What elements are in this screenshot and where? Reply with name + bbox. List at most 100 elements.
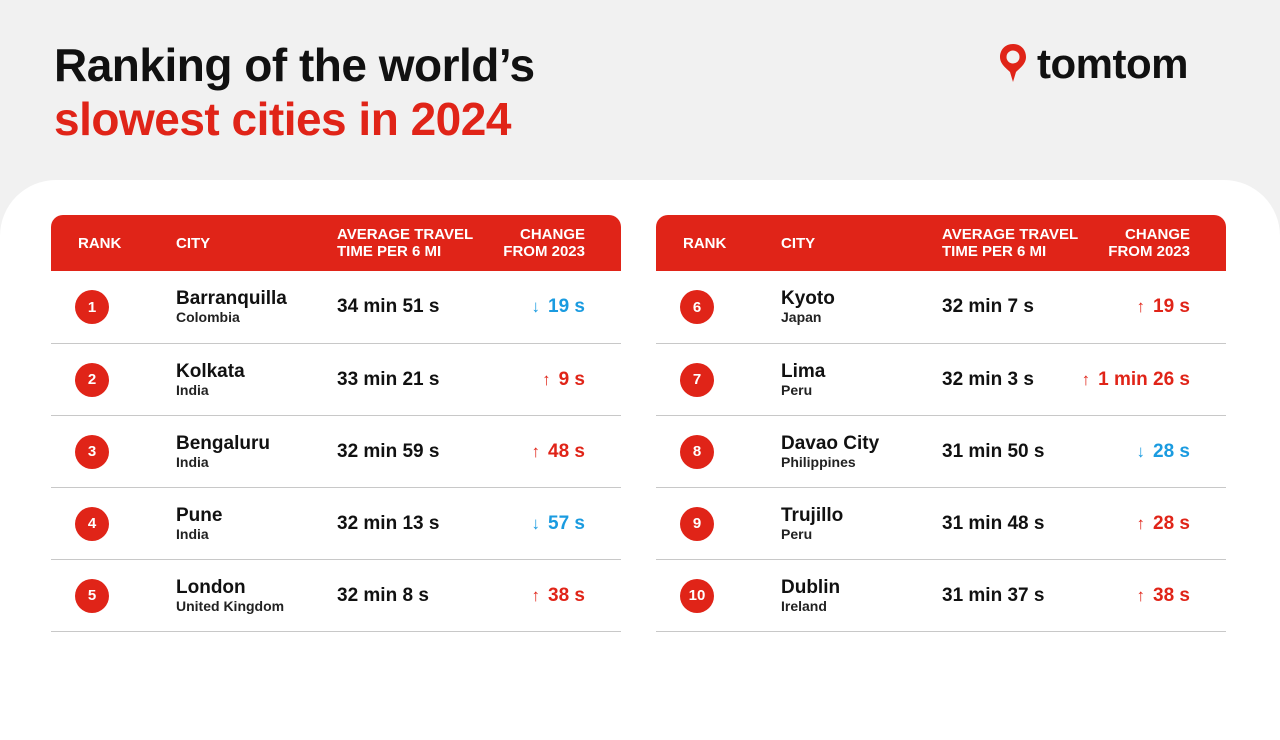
change-value: 57 s <box>548 512 585 534</box>
travel-time: 32 min 13 s <box>337 512 440 534</box>
table-header: RANK CITY AVERAGE TRAVEL TIME PER 6 MI CH… <box>656 215 1226 271</box>
column-header-time-line-1: AVERAGE TRAVEL <box>337 226 474 243</box>
country-name: India <box>176 453 209 470</box>
city-name: Davao City <box>781 432 880 454</box>
travel-time: 32 min 8 s <box>337 584 429 606</box>
change-cell: ↓ 28 s <box>1137 441 1190 463</box>
country-name: India <box>176 525 209 542</box>
title-line-1: Ranking of the world’s <box>54 39 535 91</box>
travel-time: 32 min 59 s <box>337 440 440 462</box>
change-cell: ↑ 19 s <box>1137 296 1190 318</box>
country-name: Peru <box>781 525 813 542</box>
change-cell: ↑ 28 s <box>1137 513 1190 535</box>
arrow-up-icon: ↑ <box>1136 513 1146 533</box>
rank-badge: 3 <box>75 434 109 469</box>
city-cell: London United Kingdom <box>176 577 284 615</box>
column-header-time-line-2: TIME PER 6 MI <box>942 243 1047 260</box>
arrow-up-icon: ↑ <box>1081 369 1091 389</box>
table-row: 3 Bengaluru India 32 min 59 s ↑ 48 s <box>51 416 621 488</box>
column-header-rank: RANK <box>683 234 727 252</box>
table-row: 5 London United Kingdom 32 min 8 s ↑ 38 s <box>51 560 621 632</box>
table-header: RANK CITY AVERAGE TRAVEL TIME PER 6 MI CH… <box>51 215 621 271</box>
column-header-change: CHANGE FROM 2023 <box>503 215 585 271</box>
rank-badge: 9 <box>680 506 714 541</box>
rank-badge: 8 <box>680 434 714 469</box>
column-header-time: AVERAGE TRAVEL TIME PER 6 MI <box>337 215 473 271</box>
arrow-down-icon: ↓ <box>531 297 541 316</box>
table-row: 7 Lima Peru 32 min 3 s ↑ 1 min 26 s <box>656 344 1226 416</box>
change-cell: ↓ 19 s <box>532 296 585 318</box>
city-name: Barranquilla <box>176 288 287 309</box>
change-cell: ↑ 1 min 26 s <box>1082 369 1190 391</box>
column-header-change-line-2: FROM 2023 <box>1108 243 1190 260</box>
table-row: 1 Barranquilla Colombia 34 min 51 s ↓ 19 s <box>51 271 621 344</box>
travel-time: 34 min 51 s <box>337 296 440 317</box>
rank-badge: 10 <box>680 578 714 613</box>
country-name: Colombia <box>176 309 240 325</box>
column-header-change-line-2: FROM 2023 <box>503 243 585 260</box>
column-header-city: CITY <box>176 234 211 252</box>
logo-text: tomtom <box>1037 40 1188 87</box>
rank-badge: 1 <box>75 290 109 324</box>
city-cell: Dublin Ireland <box>781 577 840 615</box>
change-cell: ↑ 48 s <box>532 441 585 463</box>
travel-time: 33 min 21 s <box>337 368 440 390</box>
arrow-up-icon: ↑ <box>542 369 551 389</box>
column-header-rank: RANK <box>78 234 122 252</box>
change-cell: ↑ 9 s <box>542 369 585 391</box>
city-name: Trujillo <box>781 504 844 526</box>
change-value: 9 s <box>558 368 585 390</box>
column-header-change: CHANGE FROM 2023 <box>1108 215 1190 271</box>
change-cell: ↓ 57 s <box>532 513 585 535</box>
city-cell: Davao City Philippines <box>781 433 879 471</box>
change-value: 19 s <box>548 296 585 317</box>
city-name: Kolkata <box>176 360 245 382</box>
arrow-down-icon: ↓ <box>1136 441 1146 461</box>
column-header-city: CITY <box>781 234 816 252</box>
change-value: 38 s <box>1153 584 1190 606</box>
arrow-up-icon: ↑ <box>531 441 541 461</box>
city-cell: Trujillo Peru <box>781 505 843 543</box>
travel-time: 32 min 3 s <box>942 368 1034 390</box>
rank-badge: 7 <box>680 362 714 397</box>
ranking-table-left: RANK CITY AVERAGE TRAVEL TIME PER 6 MI CH… <box>51 215 621 632</box>
table-body: 1 Barranquilla Colombia 34 min 51 s ↓ 19 s 2 Ko… <box>51 271 621 632</box>
change-value: 19 s <box>1153 296 1190 317</box>
table-row: 2 Kolkata India 33 min 21 s ↑ 9 s <box>51 344 621 416</box>
arrow-up-icon: ↑ <box>1136 585 1146 605</box>
arrow-down-icon: ↓ <box>531 513 541 533</box>
travel-time: 32 min 7 s <box>942 296 1034 317</box>
change-value: 38 s <box>548 584 585 606</box>
table-row: 4 Pune India 32 min 13 s ↓ 57 s <box>51 488 621 560</box>
column-header-time-line-2: TIME PER 6 MI <box>337 243 442 260</box>
city-cell: Lima Peru <box>781 361 825 399</box>
change-value: 48 s <box>548 440 585 462</box>
city-cell: Barranquilla Colombia <box>176 288 287 326</box>
city-name: Bengaluru <box>176 432 270 454</box>
travel-time: 31 min 37 s <box>942 584 1045 606</box>
city-name: Dublin <box>781 576 841 598</box>
city-cell: Kyoto Japan <box>781 288 835 326</box>
country-name: Peru <box>781 381 813 398</box>
rank-badge: 4 <box>75 506 109 541</box>
table-row: 10 Dublin Ireland 31 min 37 s ↑ 38 s <box>656 560 1226 632</box>
rank-badge: 6 <box>680 290 714 324</box>
change-value: 28 s <box>1153 512 1190 534</box>
city-name: London <box>176 576 246 598</box>
page-title: Ranking of the world’s slowest cities in… <box>54 38 535 146</box>
column-header-change-line-1: CHANGE <box>519 226 585 243</box>
rank-badge: 2 <box>75 362 109 397</box>
table-row: 8 Davao City Philippines 31 min 50 s ↓ 28 s <box>656 416 1226 488</box>
rank-badge: 5 <box>75 578 109 613</box>
tomtom-logo: tomtom <box>997 40 1188 88</box>
arrow-up-icon: ↑ <box>1136 297 1146 316</box>
change-cell: ↑ 38 s <box>1137 585 1190 607</box>
city-name: Kyoto <box>781 288 835 309</box>
arrow-up-icon: ↑ <box>531 585 541 605</box>
table-row: 6 Kyoto Japan 32 min 7 s ↑ 19 s <box>656 271 1226 344</box>
country-name: United Kingdom <box>176 597 285 614</box>
country-name: Ireland <box>781 597 827 614</box>
change-cell: ↑ 38 s <box>532 585 585 607</box>
content-card <box>0 180 1280 740</box>
table-body: 6 Kyoto Japan 32 min 7 s ↑ 19 s 7 Lima Peru 32 mi… <box>656 271 1226 632</box>
